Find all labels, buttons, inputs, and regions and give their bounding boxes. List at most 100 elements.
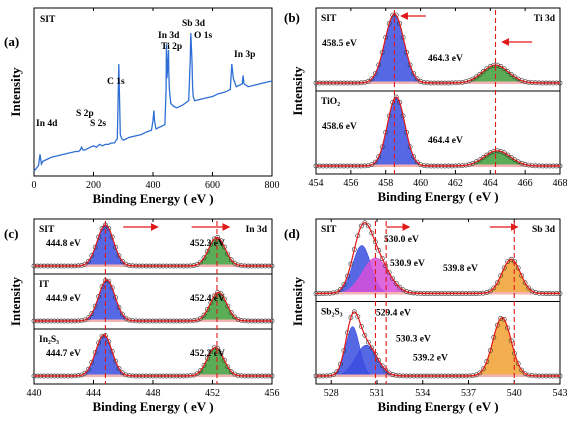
fitted-peak-c [71, 334, 137, 377]
peak-label: Ti 2p [161, 42, 182, 52]
plot-frame-a [33, 7, 273, 177]
x-tick-label-b: 464 [483, 178, 498, 189]
x-tick-label-d: 540 [507, 388, 522, 399]
data-point [89, 359, 95, 365]
data-point [418, 162, 423, 167]
data-point [358, 323, 364, 329]
data-point [99, 333, 105, 339]
region-label-c: In 3d [246, 225, 268, 235]
data-point [106, 225, 112, 231]
sample-label-d: SIT [321, 225, 337, 235]
data-point [526, 285, 531, 291]
x-tick-label-b: 460 [413, 178, 428, 189]
data-point [480, 366, 486, 372]
data-point [515, 265, 521, 271]
data-point [232, 371, 237, 377]
fit-envelope-c-1 [34, 279, 272, 322]
data-point [204, 355, 210, 361]
peak-energy-label: 444.7 eV [46, 349, 81, 359]
data-point [369, 345, 375, 351]
data-point [228, 257, 234, 263]
peak-energy-label: 444.8 eV [46, 239, 81, 249]
data-point [376, 247, 382, 253]
x-tick-label-c: 456 [265, 388, 280, 399]
data-point [512, 157, 518, 163]
data-point [358, 223, 364, 229]
sample-label-c: SIT [39, 225, 55, 235]
panel-label-a: (a) [4, 34, 19, 49]
data-point [390, 276, 396, 281]
data-point [501, 265, 507, 271]
sample-label-b: TiO₂ [321, 97, 340, 107]
data-point [201, 255, 207, 261]
data-point [106, 278, 112, 284]
x-tick-label-a: 600 [205, 180, 220, 191]
data-point [120, 311, 125, 317]
peak-label: In 4d [36, 119, 58, 129]
data-point [218, 238, 224, 243]
peak-energy-label: 452.2 eV [190, 349, 225, 359]
data-point [225, 303, 231, 309]
data-point [487, 288, 493, 294]
data-point [123, 261, 129, 267]
peak-energy-label: 464.3 eV [428, 54, 463, 64]
data-point [376, 62, 382, 68]
data-point [201, 312, 207, 318]
x-tick-label-a: 0 [32, 180, 37, 191]
data-point [519, 78, 525, 83]
region-label-d: Sb 3d [532, 225, 556, 235]
data-point [491, 285, 497, 291]
data-point [519, 160, 525, 166]
sample-label-d: Sb₂S₃ [321, 308, 343, 318]
x-tick-label-c: 440 [27, 388, 42, 399]
y-axis-title-d: Intensity [290, 276, 305, 326]
peak-energy-label: 539.8 eV [443, 264, 478, 274]
data-point [228, 310, 234, 315]
data-point [228, 369, 234, 374]
data-point [397, 99, 403, 105]
data-point [96, 234, 101, 240]
data-point [393, 281, 399, 286]
x-tick-label-b: 456 [343, 178, 358, 189]
data-point [198, 315, 203, 321]
data-point [204, 249, 210, 254]
y-axis-title-c: Intensity [8, 276, 23, 326]
data-point [211, 293, 217, 299]
x-tick-label-d: 537 [461, 388, 476, 399]
y-axis-title-a: Intensity [8, 67, 23, 117]
data-point [477, 71, 483, 77]
data-point [337, 286, 343, 292]
data-point [362, 220, 368, 226]
data-point [508, 256, 514, 262]
panel-label-c: (c) [4, 226, 18, 241]
data-point [86, 315, 91, 321]
data-point [106, 339, 112, 345]
data-point [330, 372, 336, 378]
x-tick-label-d: 531 [370, 388, 385, 399]
data-point [198, 368, 203, 373]
peak-label: In 3p [234, 50, 255, 60]
x-axis-title-a: Binding Energy ( eV ) [92, 191, 213, 206]
survey-spectrum-line [33, 33, 273, 172]
data-point [109, 285, 115, 291]
fit-envelope-c-2 [34, 334, 272, 377]
peak-energy-label: 452.3 eV [190, 239, 225, 249]
data-point [221, 244, 227, 250]
data-point [501, 66, 507, 71]
data-point [365, 78, 371, 84]
data-point [113, 358, 118, 364]
data-point [337, 361, 343, 367]
x-tick-label-b: 454 [309, 178, 324, 189]
data-point [411, 154, 416, 160]
data-point [376, 357, 382, 363]
fit-envelope-b-1 [316, 96, 560, 167]
panel-label-b: (b) [284, 10, 300, 25]
data-point [109, 234, 115, 240]
data-point [376, 154, 382, 160]
data-point [390, 372, 396, 377]
data-point [519, 273, 525, 279]
peak-energy-label: 530.0 eV [384, 235, 419, 245]
data-point [82, 261, 88, 267]
x-tick-label-c: 444 [86, 388, 101, 399]
data-point [365, 223, 371, 229]
